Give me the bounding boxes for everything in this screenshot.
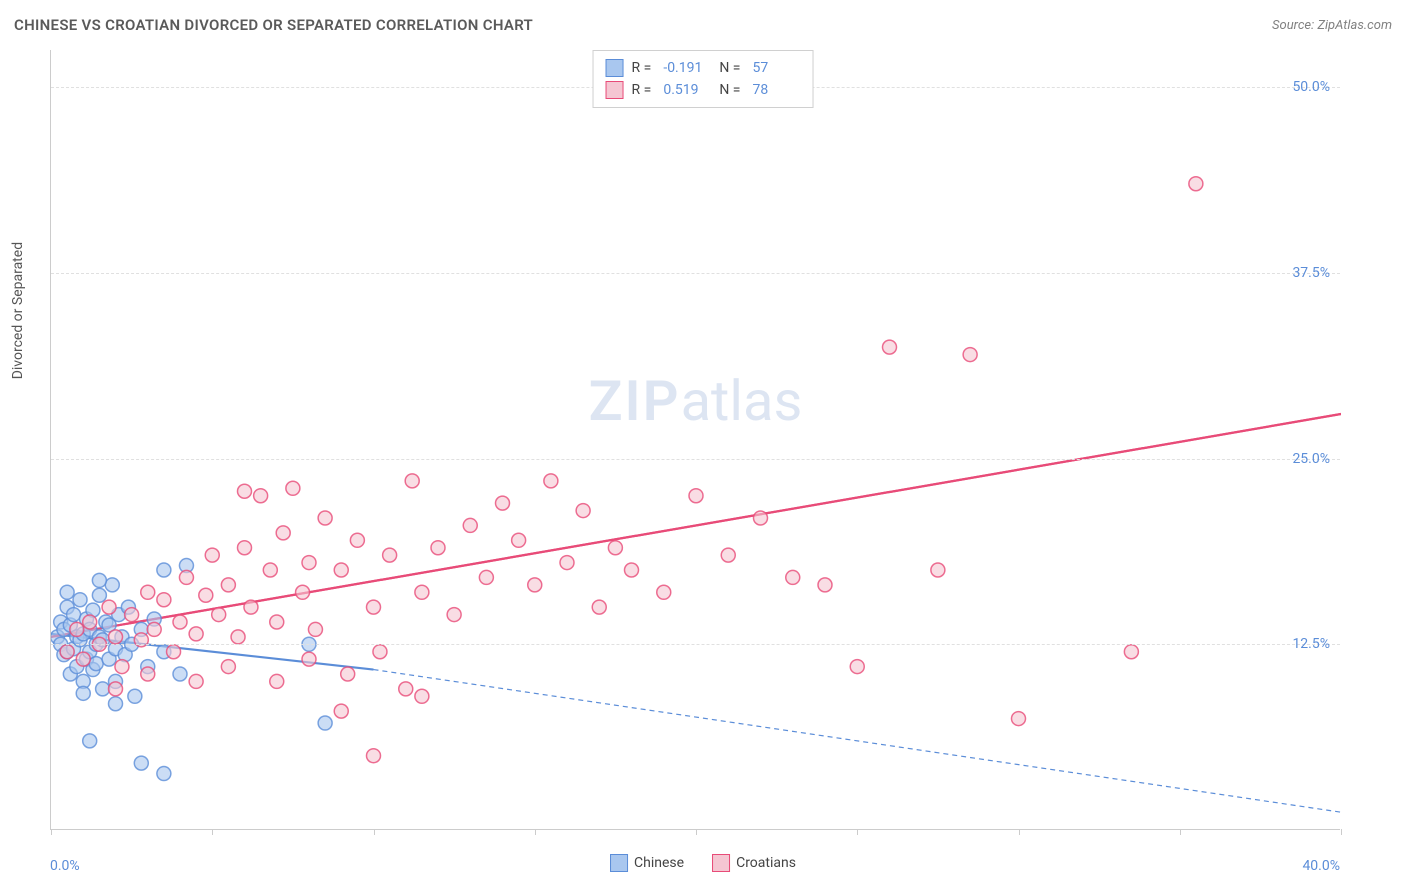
legend-row-chinese: R = -0.191 N = 57: [606, 57, 801, 79]
series-legend: Chinese Croatians: [610, 854, 796, 872]
header: CHINESE VS CROATIAN DIVORCED OR SEPARATE…: [14, 16, 1392, 34]
legend-n-label-2: N =: [719, 82, 740, 98]
x-tick: [696, 829, 697, 835]
x-tick: [535, 829, 536, 835]
legend-row-croatians: R = 0.519 N = 78: [606, 79, 801, 101]
legend-item-chinese: Chinese: [610, 854, 684, 872]
chart-svg: [51, 50, 1341, 830]
swatch-croatians-btm: [712, 854, 730, 872]
chart-container: CHINESE VS CROATIAN DIVORCED OR SEPARATE…: [0, 0, 1406, 892]
legend-label-croatians: Croatians: [736, 855, 796, 871]
y-tick-label: 25.0%: [1292, 451, 1330, 467]
chart-title: CHINESE VS CROATIAN DIVORCED OR SEPARATE…: [14, 16, 533, 34]
swatch-chinese: [606, 59, 624, 77]
swatch-croatians: [606, 81, 624, 99]
x-min-label: 0.0%: [50, 858, 80, 874]
x-tick: [1341, 829, 1342, 835]
gridline: [51, 644, 1340, 645]
x-tick: [1019, 829, 1020, 835]
y-tick-label: 12.5%: [1292, 636, 1330, 652]
legend-r-label: R =: [632, 60, 652, 76]
x-tick: [51, 829, 52, 835]
x-tick: [1180, 829, 1181, 835]
x-tick: [374, 829, 375, 835]
gridline: [51, 273, 1340, 274]
legend-n-chinese: 57: [752, 60, 800, 76]
legend-n-label: N =: [719, 60, 740, 76]
legend-item-croatians: Croatians: [712, 854, 796, 872]
x-tick: [212, 829, 213, 835]
legend-r-label-2: R =: [632, 82, 652, 98]
legend-label-chinese: Chinese: [634, 855, 684, 871]
correlation-legend: R = -0.191 N = 57 R = 0.519 N = 78: [593, 50, 814, 108]
x-max-label: 40.0%: [1302, 858, 1340, 874]
legend-r-croatians: 0.519: [663, 82, 711, 98]
plot-area: ZIPatlas 12.5%25.0%37.5%50.0%: [50, 50, 1340, 830]
gridline: [51, 459, 1340, 460]
source-label: Source:: [1272, 18, 1317, 33]
y-tick-label: 50.0%: [1292, 79, 1330, 95]
legend-r-chinese: -0.191: [663, 60, 711, 76]
source-credit: Source: ZipAtlas.com: [1272, 18, 1392, 33]
legend-n-croatians: 78: [752, 82, 800, 98]
x-tick: [857, 829, 858, 835]
swatch-chinese-btm: [610, 854, 628, 872]
source-value: ZipAtlas.com: [1317, 18, 1392, 33]
y-axis-label: Divorced or Separated: [10, 242, 26, 379]
y-tick-label: 37.5%: [1292, 265, 1330, 281]
